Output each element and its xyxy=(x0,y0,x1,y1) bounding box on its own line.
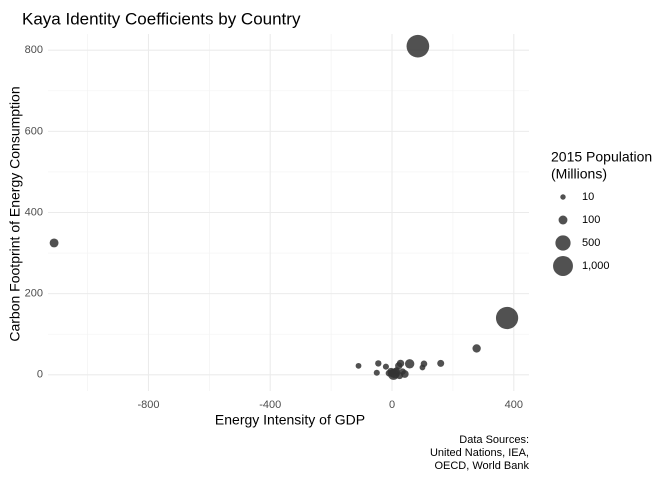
data-point xyxy=(437,359,445,367)
data-point xyxy=(373,369,380,376)
x-axis-ticks: -800 -400 0 400 xyxy=(137,399,523,411)
legend-entry-label: 10 xyxy=(582,191,594,203)
legend-title-line-1: 2015 Population xyxy=(551,149,652,165)
legend-entry-label: 100 xyxy=(582,214,600,226)
data-point xyxy=(495,306,519,330)
legend-key-circle xyxy=(555,235,571,251)
data-point xyxy=(393,367,400,375)
y-tick-label: 200 xyxy=(25,288,43,300)
x-tick-label: -400 xyxy=(259,399,281,411)
data-point xyxy=(385,369,393,377)
data-point xyxy=(375,360,382,367)
y-axis-title: Carbon Footprint of Energy Consumption xyxy=(7,86,23,341)
data-point xyxy=(472,344,481,353)
legend-entry-label: 500 xyxy=(582,237,600,249)
data-point xyxy=(382,363,389,370)
caption-line-2: United Nations, IEA, xyxy=(430,447,529,459)
data-point xyxy=(399,368,406,375)
legend-title-line-2: (Millions) xyxy=(551,166,607,182)
y-tick-label: 0 xyxy=(37,369,43,381)
data-source-caption: Data Sources: United Nations, IEA, OECD,… xyxy=(430,434,530,472)
data-point xyxy=(355,362,362,369)
y-tick-label: 800 xyxy=(25,44,43,56)
legend-key-circle xyxy=(553,256,573,276)
data-point xyxy=(404,359,415,369)
legend-entry-label: 1,000 xyxy=(582,260,610,272)
data-point xyxy=(419,364,426,371)
data-point xyxy=(49,238,59,248)
caption-line-3: OECD, World Bank xyxy=(434,460,529,472)
legend-key-circle xyxy=(560,194,566,200)
y-axis-ticks: 0 200 400 600 800 xyxy=(25,44,43,381)
x-axis-title: Energy Intensity of GDP xyxy=(215,412,365,428)
data-points xyxy=(49,34,519,380)
caption-line-1: Data Sources: xyxy=(459,434,529,446)
legend-key-circle xyxy=(558,215,568,225)
data-point xyxy=(406,34,430,58)
y-tick-label: 400 xyxy=(25,206,43,218)
y-tick-label: 600 xyxy=(25,125,43,137)
plot-grid xyxy=(48,34,529,391)
legend-entries: 10 100 500 1,000 xyxy=(553,191,610,276)
x-tick-label: 0 xyxy=(389,399,395,411)
x-tick-label: 400 xyxy=(505,399,523,411)
x-tick-label: -800 xyxy=(137,399,159,411)
chart-title: Kaya Identity Coefficients by Country xyxy=(22,9,301,28)
size-legend: 2015 Population (Millions) 10 100 500 1,000 xyxy=(551,149,652,276)
